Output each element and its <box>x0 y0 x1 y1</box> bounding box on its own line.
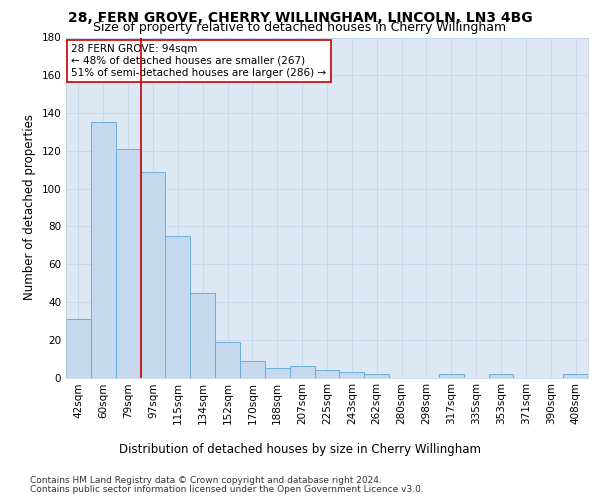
Bar <box>314 370 340 378</box>
Bar <box>290 366 314 378</box>
Bar <box>240 360 265 378</box>
Bar <box>265 368 290 378</box>
Y-axis label: Number of detached properties: Number of detached properties <box>23 114 36 300</box>
Bar <box>364 374 389 378</box>
Bar <box>340 372 364 378</box>
Bar <box>563 374 588 378</box>
Text: 28 FERN GROVE: 94sqm
← 48% of detached houses are smaller (267)
51% of semi-deta: 28 FERN GROVE: 94sqm ← 48% of detached h… <box>71 44 326 78</box>
Text: Contains public sector information licensed under the Open Government Licence v3: Contains public sector information licen… <box>30 485 424 494</box>
Bar <box>166 236 190 378</box>
Bar <box>488 374 514 378</box>
Text: Distribution of detached houses by size in Cherry Willingham: Distribution of detached houses by size … <box>119 442 481 456</box>
Text: Contains HM Land Registry data © Crown copyright and database right 2024.: Contains HM Land Registry data © Crown c… <box>30 476 382 485</box>
Bar <box>91 122 116 378</box>
Bar <box>116 149 140 378</box>
Text: Size of property relative to detached houses in Cherry Willingham: Size of property relative to detached ho… <box>94 21 506 34</box>
Bar <box>140 172 166 378</box>
Bar <box>66 319 91 378</box>
Text: 28, FERN GROVE, CHERRY WILLINGHAM, LINCOLN, LN3 4BG: 28, FERN GROVE, CHERRY WILLINGHAM, LINCO… <box>68 11 532 25</box>
Bar <box>215 342 240 378</box>
Bar <box>439 374 464 378</box>
Bar <box>190 292 215 378</box>
